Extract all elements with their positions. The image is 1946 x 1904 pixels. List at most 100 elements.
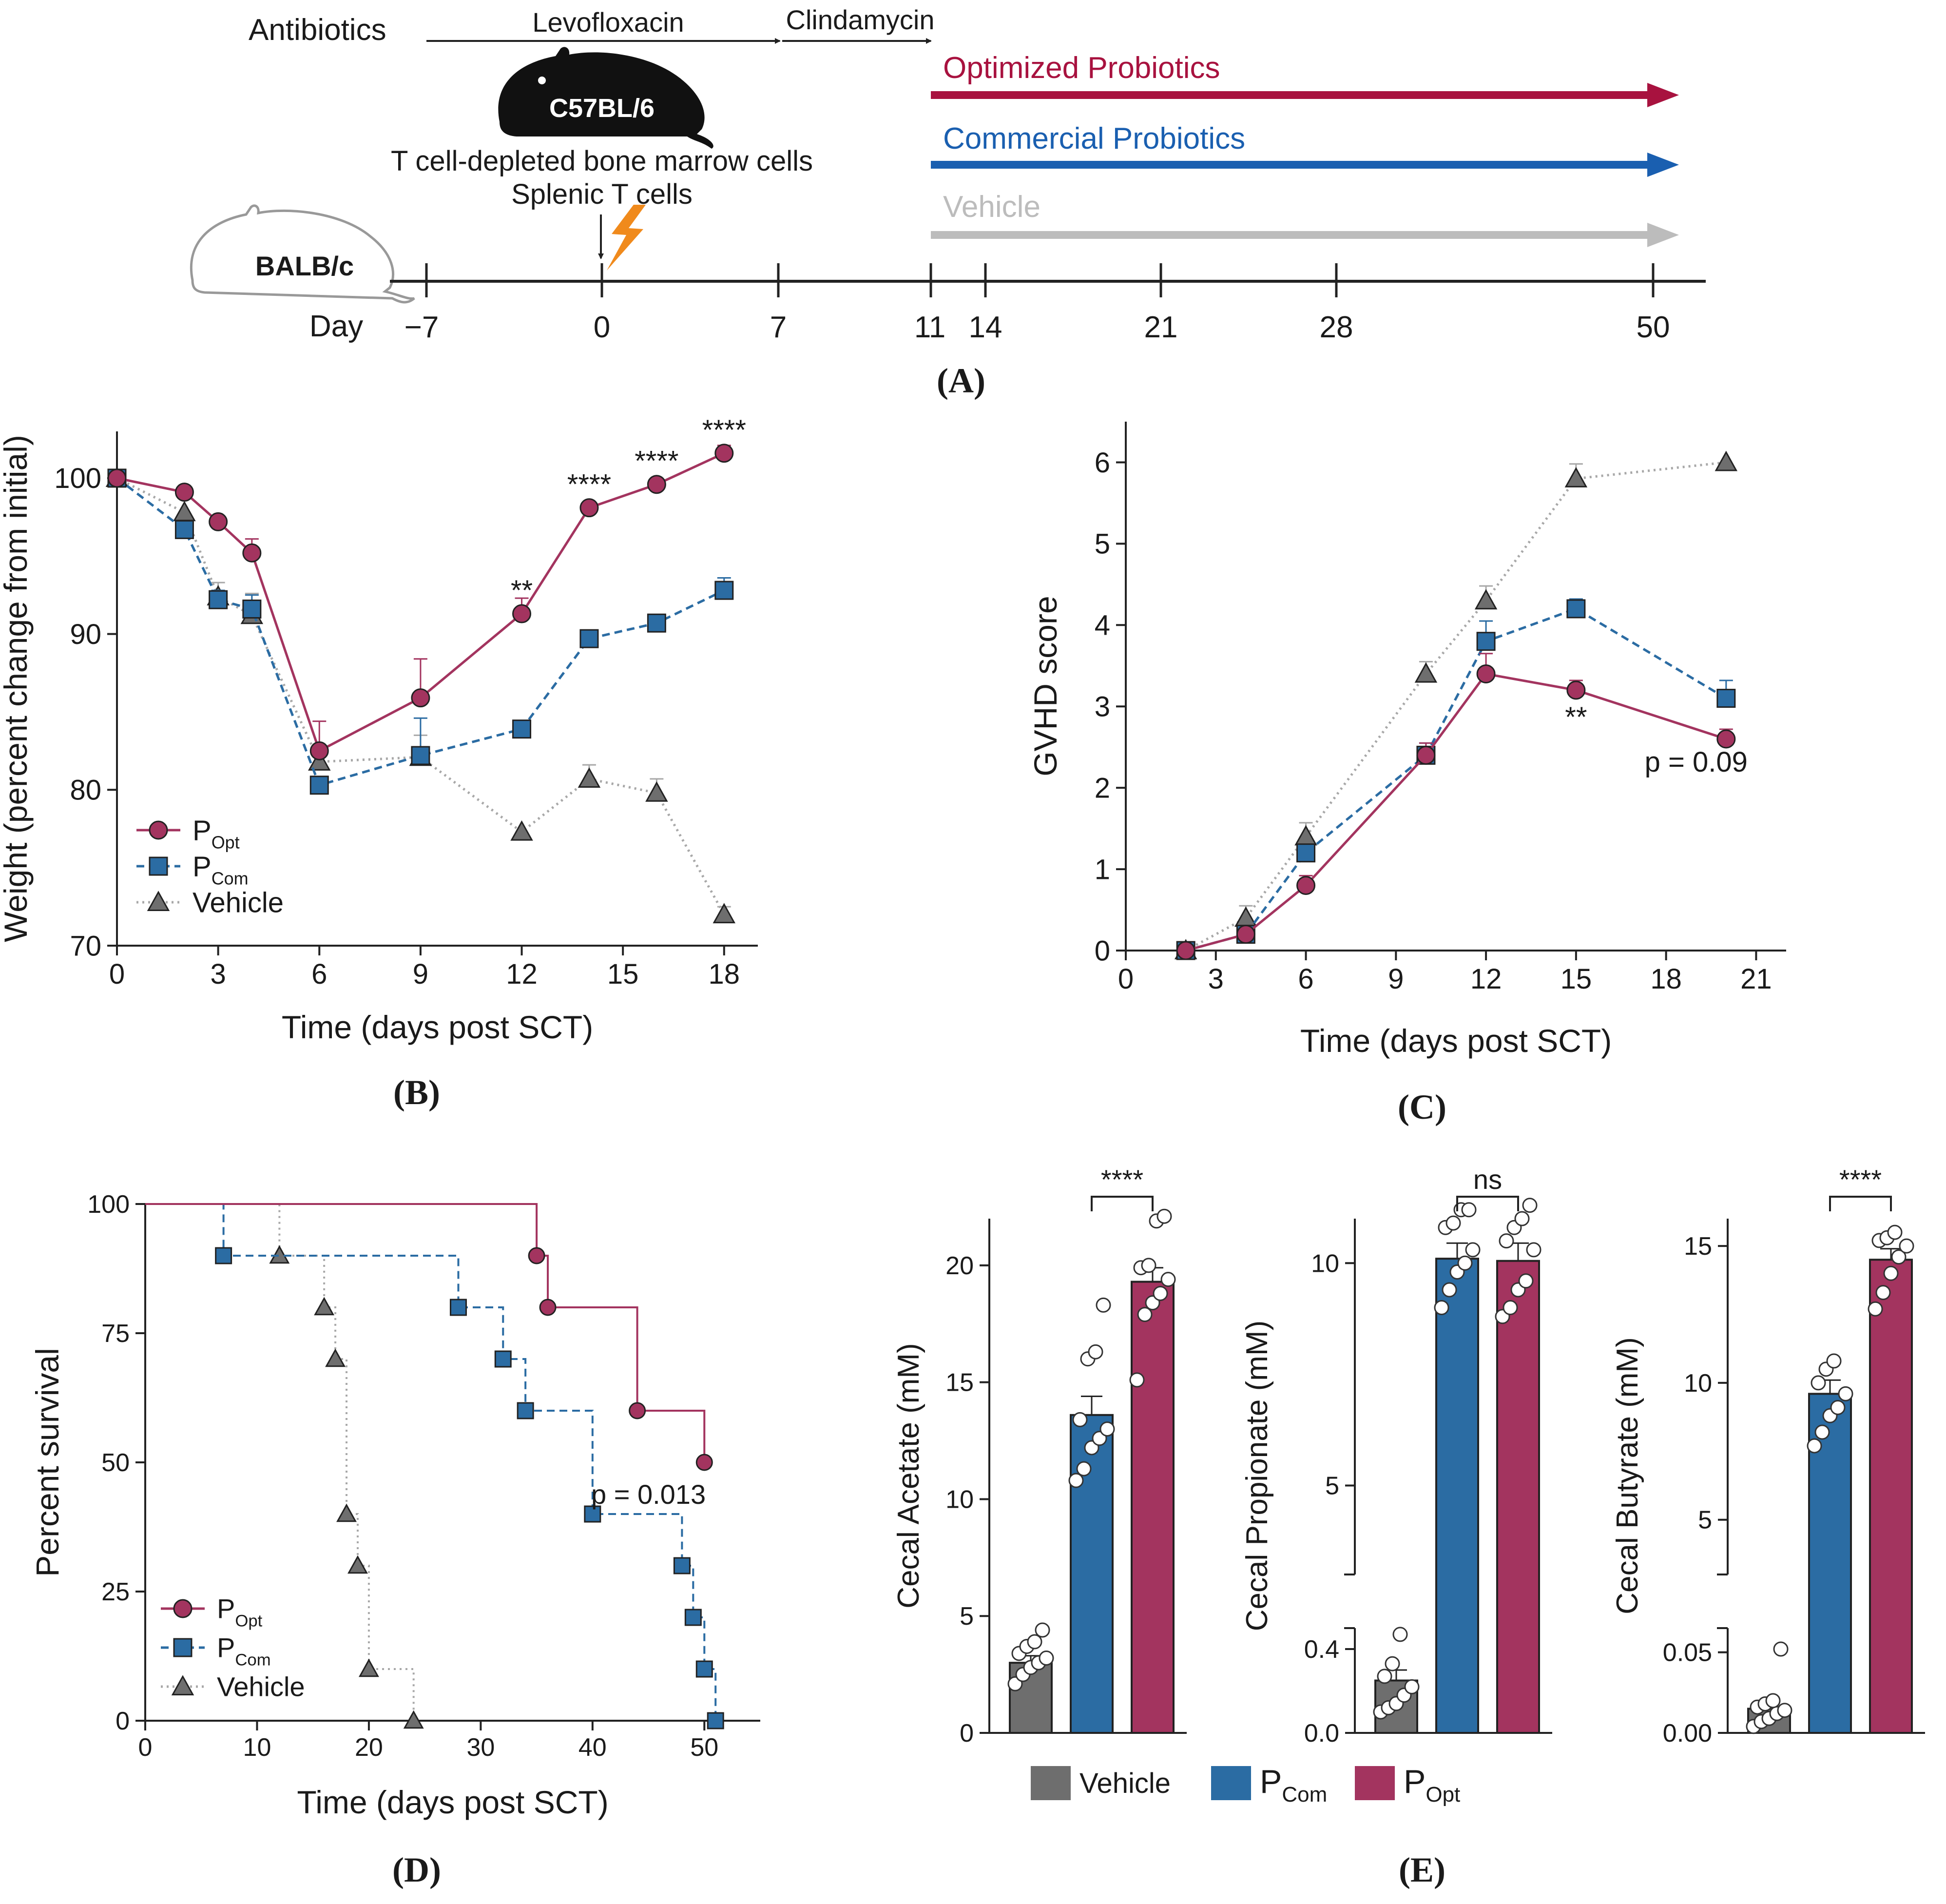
significance-bracket bbox=[1829, 1196, 1892, 1211]
data-point bbox=[1503, 1300, 1518, 1315]
data-point bbox=[1294, 825, 1317, 846]
bar-chart-1: 0 5 10 15 20 Cecal Acetate (mM) **** bbox=[892, 1164, 1187, 1748]
data-point bbox=[1457, 1255, 1473, 1271]
series-line bbox=[1185, 461, 1727, 952]
data-point bbox=[1404, 1679, 1420, 1694]
y-tick-label: 10 bbox=[1684, 1369, 1712, 1398]
y-axis-title: Weight (percent change from initial) bbox=[0, 435, 34, 942]
cells-line-2: Splenic T cells bbox=[511, 178, 693, 210]
data-point bbox=[1445, 1215, 1461, 1231]
optimized-probiotics-arrowhead bbox=[1647, 83, 1679, 107]
legend-label: Vehicle bbox=[193, 887, 284, 918]
data-point bbox=[173, 501, 196, 522]
legend-marker bbox=[149, 856, 168, 876]
legend-label: POpt bbox=[217, 1593, 263, 1631]
legend-label-subscript: Com bbox=[1282, 1783, 1327, 1807]
y-tick-label: 5 bbox=[960, 1602, 974, 1631]
censor-marker bbox=[707, 1712, 724, 1729]
day-tick-label: 50 bbox=[1637, 311, 1670, 344]
data-point bbox=[411, 688, 430, 708]
data-point bbox=[1137, 1307, 1153, 1322]
legend-marker bbox=[173, 1599, 193, 1618]
censor-marker bbox=[673, 1557, 691, 1574]
panel-d-survival-chart: 0 10 20 30 40 50 0 25 50 75 100 Time (days post SCT… bbox=[29, 1190, 760, 1889]
x-tick-label: 3 bbox=[210, 958, 226, 990]
data-point bbox=[1296, 875, 1316, 895]
legend-marker bbox=[149, 820, 168, 840]
series-PCom bbox=[145, 1203, 724, 1729]
data-point bbox=[1072, 1412, 1088, 1427]
legend-label-subscript: Com bbox=[235, 1651, 270, 1669]
data-point bbox=[1811, 1375, 1826, 1391]
day-tick-label: 28 bbox=[1320, 311, 1353, 344]
x-tick-label: 12 bbox=[506, 958, 538, 990]
data-point bbox=[578, 767, 601, 788]
timeline-day-ticks: −7 0 7 11 14 21 28 50 bbox=[405, 263, 1670, 344]
x-tick-label: 15 bbox=[607, 958, 639, 990]
data-point bbox=[579, 498, 599, 518]
x-tick-label: 40 bbox=[578, 1733, 607, 1762]
legend-label-subscript: Opt bbox=[212, 833, 240, 853]
panel-caption: (E) bbox=[1399, 1850, 1445, 1889]
x-tick-label: 50 bbox=[690, 1733, 718, 1762]
censor-marker bbox=[584, 1505, 601, 1523]
x-tick-label: 18 bbox=[1650, 963, 1682, 995]
legend-swatch bbox=[1031, 1766, 1071, 1800]
cells-line-1: T cell-depleted bone marrow cells bbox=[391, 145, 813, 177]
y-tick-label: 0.0 bbox=[1304, 1719, 1339, 1748]
legend-label: PCom bbox=[1260, 1763, 1327, 1807]
significance-bracket bbox=[1456, 1196, 1519, 1211]
censor-marker bbox=[215, 1247, 232, 1264]
panel-letter: D bbox=[404, 1850, 429, 1889]
y-tick-label: 0 bbox=[1095, 935, 1110, 967]
legend-label: POpt bbox=[1404, 1763, 1460, 1807]
legend-label-subscript: Opt bbox=[1426, 1783, 1460, 1807]
y-tick-label: 0 bbox=[116, 1707, 130, 1735]
significance-bracket bbox=[1091, 1196, 1154, 1211]
data-point bbox=[1777, 1703, 1792, 1718]
survival-step-line bbox=[145, 1203, 717, 1721]
data-point bbox=[1476, 632, 1496, 651]
y-tick-label: 100 bbox=[87, 1190, 130, 1219]
data-point bbox=[1814, 1424, 1830, 1440]
y-axis-title: Cecal Acetate (mM) bbox=[892, 1343, 925, 1608]
data-point bbox=[1522, 1198, 1538, 1213]
irradiation-lightning-icon bbox=[607, 205, 646, 271]
day-tick-label: 21 bbox=[1144, 311, 1178, 344]
data-point bbox=[1765, 1693, 1781, 1709]
data-point bbox=[1715, 450, 1738, 471]
recipient-mouse-icon bbox=[190, 204, 415, 304]
data-point bbox=[1476, 664, 1496, 683]
data-point bbox=[1461, 1202, 1477, 1218]
x-axis-title: Time (days post SCT) bbox=[282, 1009, 593, 1045]
optimized-probiotics-label: Optimized Probiotics bbox=[943, 51, 1220, 85]
x-tick-label: 0 bbox=[138, 1733, 153, 1762]
clindamycin-label: Clindamycin bbox=[786, 4, 935, 35]
data-point bbox=[1234, 906, 1257, 927]
data-point bbox=[1153, 1285, 1168, 1301]
data-point bbox=[1160, 1272, 1176, 1287]
y-tick-label: 5 bbox=[1698, 1506, 1712, 1535]
y-tick-label: 2 bbox=[1095, 772, 1110, 804]
x-tick-label: 9 bbox=[1388, 963, 1404, 995]
y-tick-label: 70 bbox=[70, 930, 101, 962]
data-point bbox=[309, 776, 329, 795]
series-line bbox=[1185, 672, 1727, 952]
x-tick-label: 21 bbox=[1740, 963, 1772, 995]
series-PCom bbox=[1176, 598, 1736, 960]
x-tick-label: 20 bbox=[355, 1733, 383, 1762]
series-line bbox=[116, 477, 725, 915]
day-tick-label: 7 bbox=[770, 311, 787, 344]
data-point bbox=[1716, 689, 1736, 708]
x-tick-label: 0 bbox=[109, 958, 125, 990]
legend-label: PCom bbox=[193, 851, 249, 888]
data-point bbox=[714, 581, 734, 600]
panel-a-caption: (A) bbox=[937, 361, 985, 400]
data-point bbox=[1899, 1238, 1914, 1254]
data-point bbox=[1887, 1224, 1903, 1240]
y-tick-label: 75 bbox=[101, 1320, 130, 1348]
y-axis-title: GVHD score bbox=[1027, 596, 1063, 776]
y-tick-label: 5 bbox=[1095, 528, 1110, 560]
x-tick-label: 6 bbox=[1298, 963, 1313, 995]
